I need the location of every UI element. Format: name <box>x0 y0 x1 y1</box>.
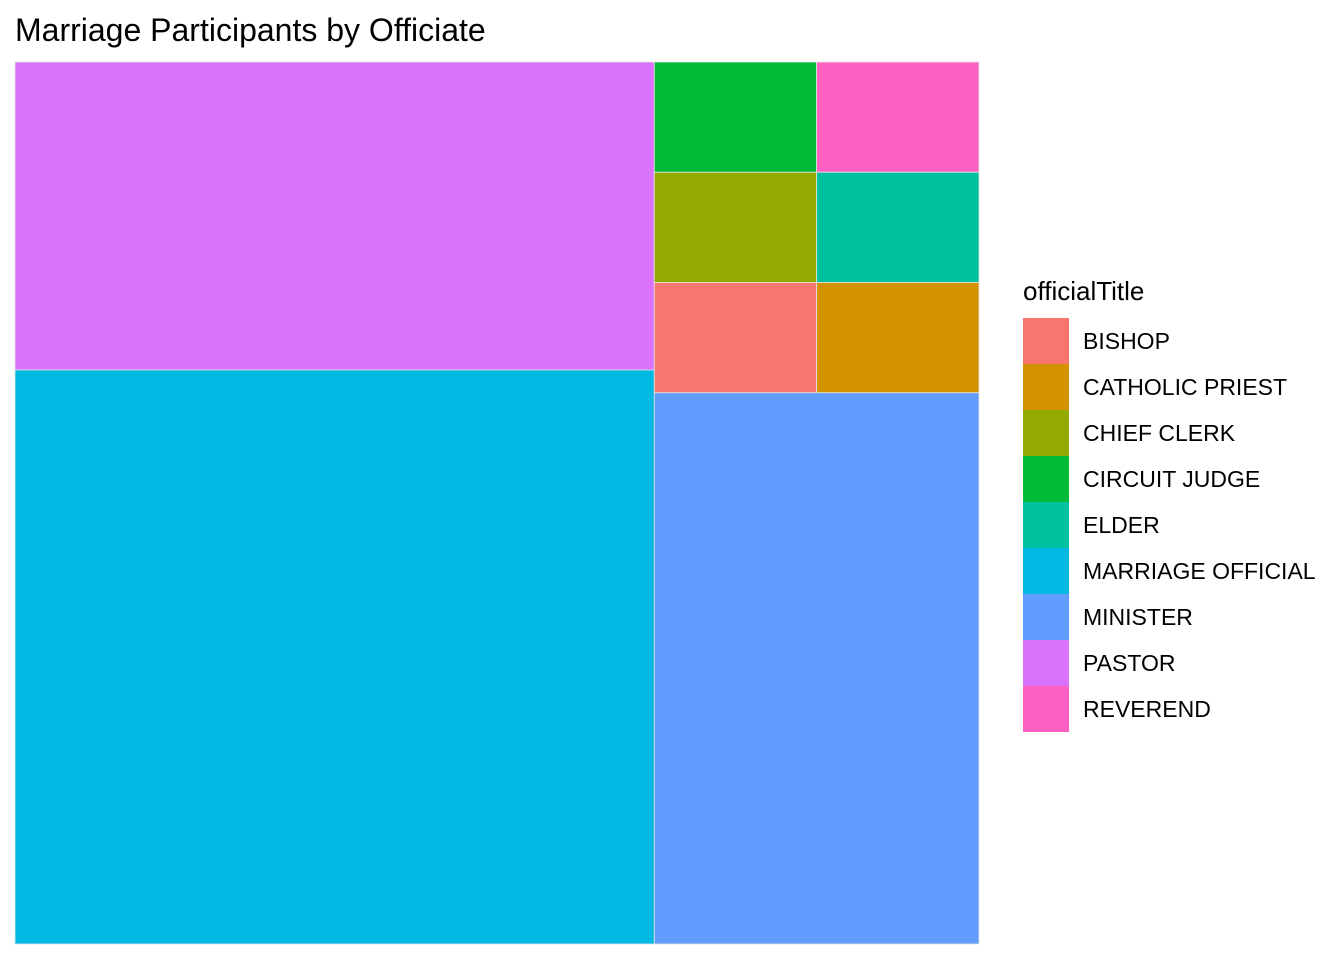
legend-key-elder <box>1023 502 1069 548</box>
legend-key-chief-clerk <box>1023 410 1069 456</box>
legend-item-minister: MINISTER <box>1023 594 1316 640</box>
legend-label: CATHOLIC PRIEST <box>1083 373 1288 400</box>
legend-key-catholic-priest <box>1023 364 1069 410</box>
legend-label: PASTOR <box>1083 649 1176 676</box>
legend-label: MINISTER <box>1083 603 1193 630</box>
legend-item-chief-clerk: CHIEF CLERK <box>1023 410 1316 456</box>
tile-pastor <box>14 61 655 371</box>
legend-label: BISHOP <box>1083 327 1170 354</box>
legend-item-catholic-priest: CATHOLIC PRIEST <box>1023 364 1316 410</box>
tile-catholic-priest <box>816 282 980 394</box>
tile-reverend <box>816 61 980 173</box>
tile-chief-clerk <box>653 171 818 283</box>
tile-marriage-official <box>14 369 655 945</box>
legend-item-circuit-judge: CIRCUIT JUDGE <box>1023 456 1316 502</box>
legend-label: MARRIAGE OFFICIAL <box>1083 557 1316 584</box>
legend-items: BISHOP CATHOLIC PRIEST CHIEF CLERK CIRCUIT … <box>1023 318 1316 732</box>
tile-bishop <box>653 282 818 394</box>
tile-minister <box>653 392 980 945</box>
legend-key-reverend <box>1023 686 1069 732</box>
legend-label: ELDER <box>1083 511 1160 538</box>
legend-key-circuit-judge <box>1023 456 1069 502</box>
legend-key-marriage-official <box>1023 548 1069 594</box>
legend: officialTitle BISHOP CATHOLIC PRIEST CHIEF… <box>1023 274 1316 732</box>
legend-item-bishop: BISHOP <box>1023 318 1316 364</box>
legend-key-bishop <box>1023 318 1069 364</box>
legend-label: REVEREND <box>1083 695 1211 722</box>
legend-key-minister <box>1023 594 1069 640</box>
legend-label: CIRCUIT JUDGE <box>1083 465 1261 492</box>
legend-title: officialTitle <box>1023 276 1145 306</box>
tile-elder <box>816 171 980 283</box>
legend-item-reverend: REVEREND <box>1023 686 1316 732</box>
legend-item-marriage-official: MARRIAGE OFFICIAL <box>1023 548 1316 594</box>
legend-key-pastor <box>1023 640 1069 686</box>
legend-label: CHIEF CLERK <box>1083 419 1236 446</box>
legend-item-pastor: PASTOR <box>1023 640 1316 686</box>
legend-item-elder: ELDER <box>1023 502 1316 548</box>
treemap-plot <box>14 61 980 945</box>
chart-title: Marriage Participants by Officiate <box>15 12 486 48</box>
tile-circuit-judge <box>653 61 818 173</box>
